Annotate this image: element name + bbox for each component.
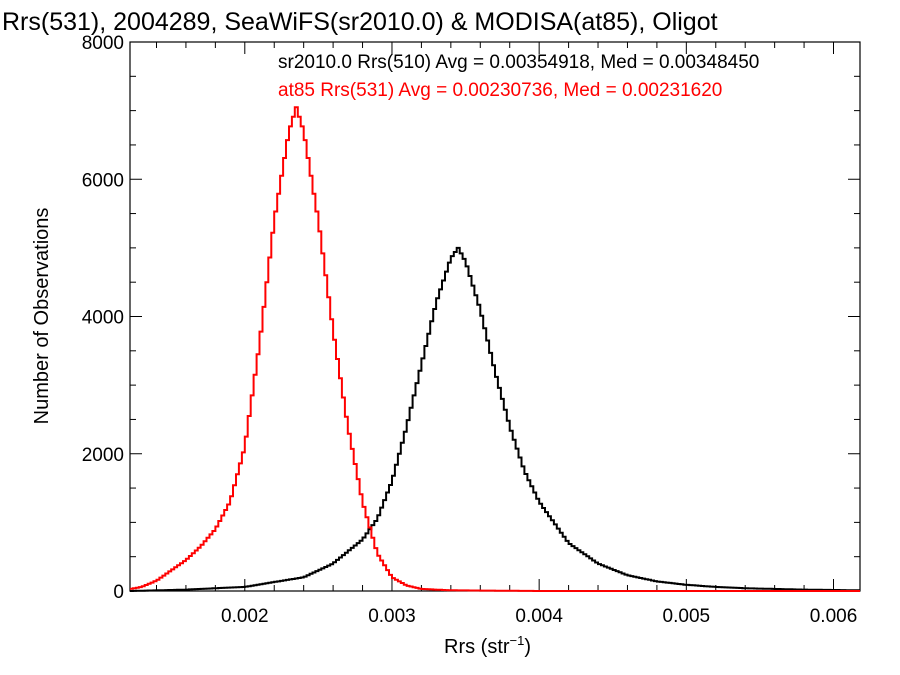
y-tick-label: 2000 [82, 445, 124, 466]
series-line-sr2010 [130, 246, 860, 592]
y-tick-label: 0 [113, 582, 124, 603]
x-axis-label-superscript: −1 [510, 633, 525, 648]
x-tick-label: 0.002 [221, 606, 269, 627]
x-tick-label: 0.005 [663, 606, 711, 627]
x-axis-label-end: ) [524, 636, 531, 658]
y-axis-label: Number of Observations [31, 208, 53, 425]
x-tick-label: 0.004 [515, 606, 563, 627]
y-tick-label: 4000 [82, 308, 124, 329]
series-line-at85 [130, 106, 860, 592]
y-tick-label: 8000 [82, 33, 124, 54]
plot-frame [129, 41, 861, 592]
x-axis-label: Rrs (str−1) [444, 633, 531, 658]
x-axis-label-main: Rrs (str [444, 636, 510, 658]
legend-entry-sr2010: sr2010.0 Rrs(510) Avg = 0.00354918, Med … [278, 52, 759, 73]
x-tick-label: 0.006 [810, 606, 858, 627]
y-tick-label: 6000 [82, 170, 124, 191]
x-tick-label: 0.003 [368, 606, 416, 627]
chart-title: Rrs(531), 2004289, SeaWiFS(sr2010.0) & M… [2, 8, 718, 36]
legend-entry-at85: at85 Rrs(531) Avg = 0.00230736, Med = 0.… [278, 80, 722, 101]
